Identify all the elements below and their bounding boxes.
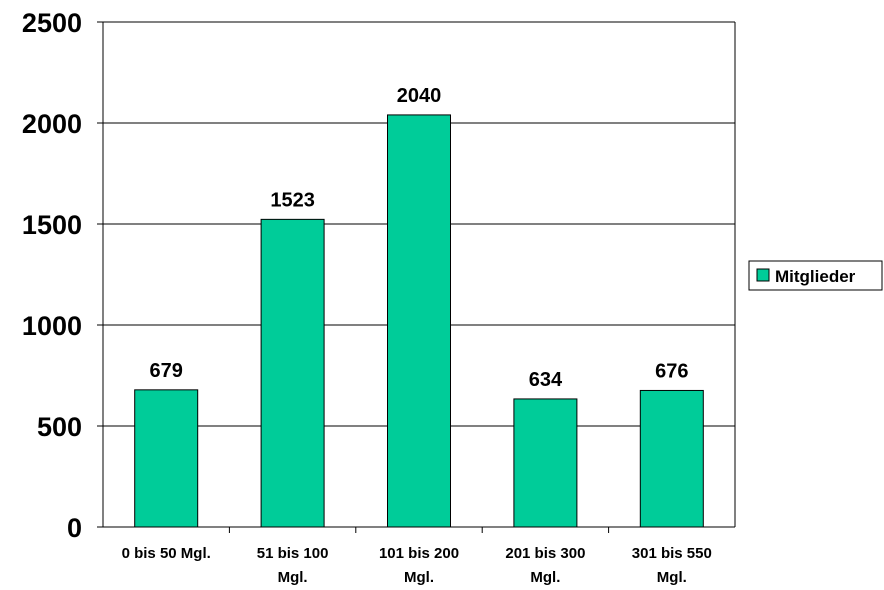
data-label: 676 [655,360,688,382]
y-tick-label: 500 [37,412,82,442]
x-tick-label: Mgl. [657,569,687,586]
data-label: 634 [529,369,563,391]
legend-box [748,260,883,291]
bar [513,398,578,528]
x-tick-label: Mgl. [278,569,308,586]
y-tick-labels: 0 500 1000 1500 2000 2500 [22,8,82,543]
axes [102,22,736,528]
legend: Mitglieder [748,260,883,291]
y-tick-label: 2500 [22,8,82,38]
legend-label: Mitglieder [775,267,856,286]
x-tick-label: 201 bis 300 [505,545,585,562]
data-label: 1523 [270,189,315,211]
legend-swatch [756,268,770,282]
bar [639,389,704,528]
bar [387,114,451,528]
x-tick-labels: 0 bis 50 Mgl. 51 bis 100 Mgl. 101 bis 200 Mg… [122,545,712,586]
data-label: 2040 [397,85,442,107]
y-tick-label: 2000 [22,109,82,139]
y-tick-label: 1500 [22,210,82,240]
x-tick-label: 0 bis 50 Mgl. [122,545,211,562]
bar [134,389,199,528]
data-label: 679 [150,360,183,382]
bars [134,114,704,528]
y-tick-label: 1000 [22,311,82,341]
x-tick-label: 101 bis 200 [379,545,459,562]
x-tick-label: Mgl. [530,569,560,586]
data-labels: 679 1523 2040 634 676 [150,85,689,391]
y-tick-label: 0 [67,513,82,543]
x-tick-label: 301 bis 550 [632,545,712,562]
x-tick-label: 51 bis 100 [257,545,329,562]
bar [260,218,325,528]
x-tick-label: Mgl. [404,569,434,586]
